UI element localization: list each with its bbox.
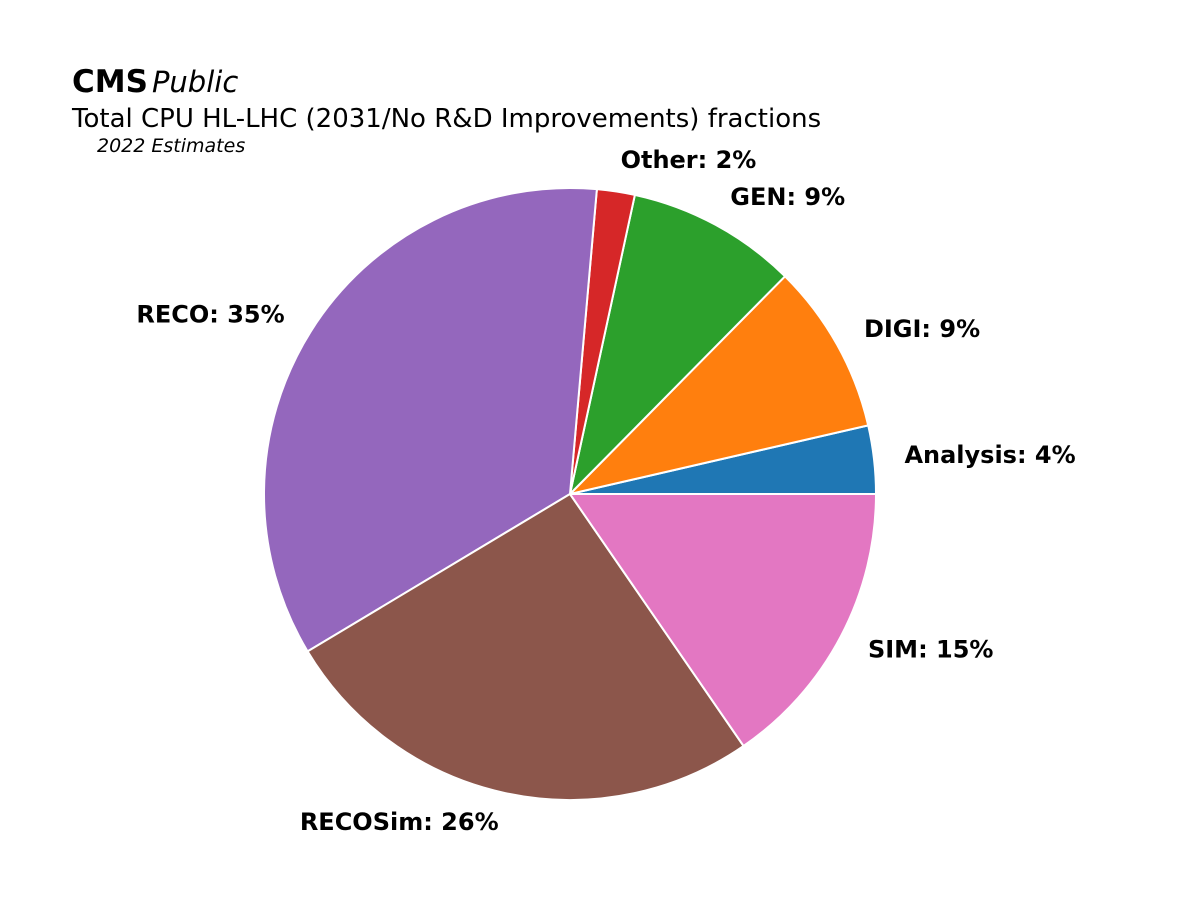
slice-label-analysis: Analysis: 4% [904,441,1075,469]
chart-title: Total CPU HL-LHC (2031/No R&D Improvemen… [72,104,822,134]
pie-slice-recosim [306,493,745,801]
brand-label: CMS Public [72,64,238,100]
slice-label-other: Other: 2% [621,146,757,174]
slice-label-reco: RECO: 35% [136,300,284,328]
brand-cms: CMS [72,64,148,100]
pie-slice-sim [569,493,877,748]
chart-subtitle: 2022 Estimates [97,135,246,157]
slice-label-digi: DIGI: 9% [864,315,980,343]
slice-label-recosim: RECOSim: 26% [300,808,499,836]
pie-slice-gen [569,193,787,495]
brand-public: Public [151,65,239,99]
slice-label-sim: SIM: 15% [868,636,994,664]
pie-slice-reco [263,187,598,653]
pie-slice-digi [569,275,870,495]
slice-label-gen: GEN: 9% [730,183,845,211]
